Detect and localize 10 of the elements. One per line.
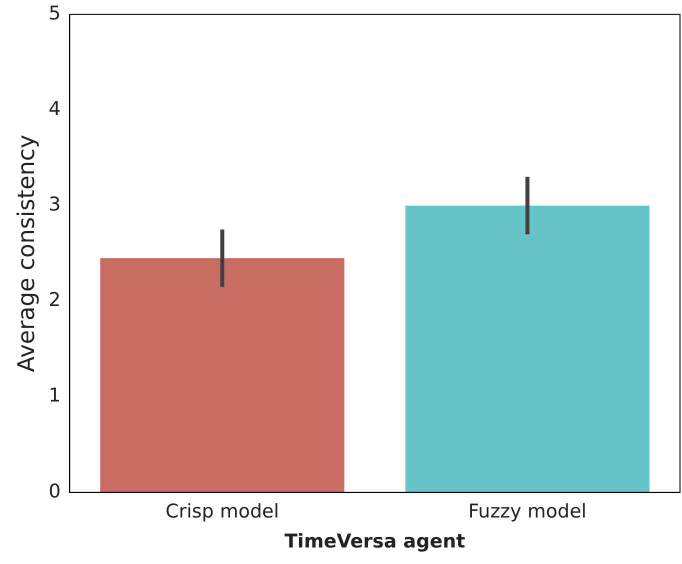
x-tick-label: Fuzzy model — [468, 500, 587, 523]
y-tick-label: 3 — [48, 194, 61, 216]
x-tick-label: Crisp model — [166, 500, 280, 523]
y-tick-label: 0 — [48, 480, 61, 502]
y-axis-title: Average consistency — [14, 134, 40, 372]
y-tick-label: 2 — [48, 289, 61, 312]
y-tick-label: 1 — [48, 384, 61, 407]
y-tick-label: 5 — [48, 2, 61, 24]
y-tick-label: 4 — [48, 98, 61, 120]
x-axis-title: TimeVersa agent — [284, 530, 466, 553]
